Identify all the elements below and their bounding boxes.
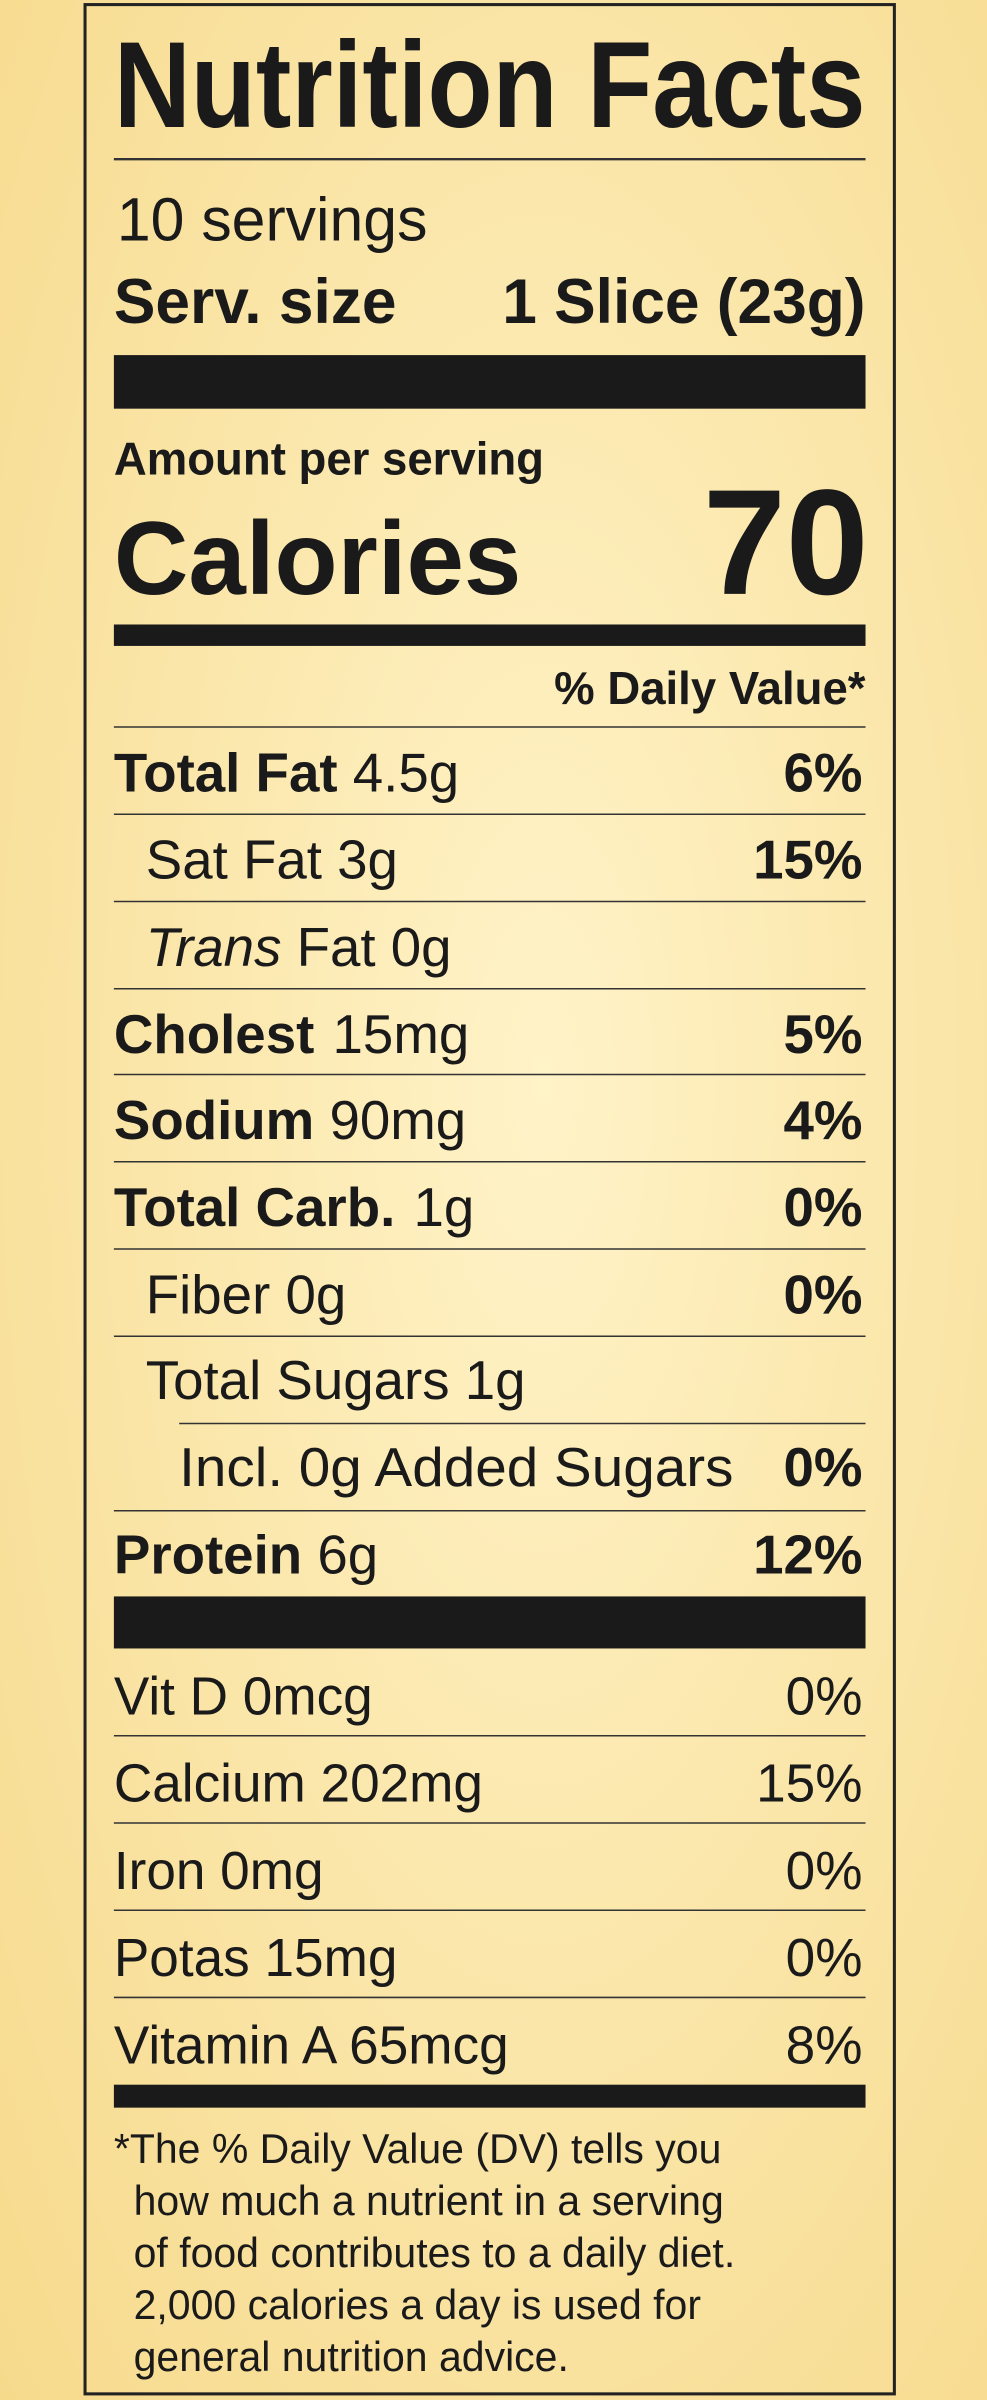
footnote-line: general nutrition advice. xyxy=(134,2334,569,2380)
vitamin-dv: 8% xyxy=(786,2016,863,2075)
medium-bar xyxy=(113,624,866,646)
serving-size-value: 1 Slice (23g) xyxy=(502,267,865,337)
nutrient-row: Sodium 90mg xyxy=(114,1089,466,1151)
vitamin-dv: 0% xyxy=(786,1842,863,1901)
vitamin-dv: 0% xyxy=(786,1667,863,1726)
nutrient-dv: 0% xyxy=(783,1176,862,1238)
nutrient-amount: 1g xyxy=(414,1176,475,1238)
nutrient-name: Fiber xyxy=(146,1263,271,1325)
footnote-line: of food contributes to a daily diet. xyxy=(134,2230,736,2276)
nutrient-name: Cholest xyxy=(114,1003,314,1065)
footnote: *The % Daily Value (DV) tells you how mu… xyxy=(114,2126,735,2380)
servings: 10 servings xyxy=(117,185,428,253)
nutrient-row: Sat Fat 3g xyxy=(146,828,398,890)
vitamin-dv: 15% xyxy=(756,1754,862,1813)
nutrient-amount: 1g xyxy=(465,1349,526,1411)
nutrient-dv: 6% xyxy=(783,741,862,803)
footnote-line: how much a nutrient in a serving xyxy=(134,2178,724,2224)
vitamin-label: Calcium 202mg xyxy=(114,1754,483,1813)
calories-label: Calories xyxy=(114,500,521,616)
nutrient-name: Total Sugars xyxy=(146,1349,450,1411)
footnote-line: 2,000 calories a day is used for xyxy=(134,2282,702,2328)
nutrient-name: Incl. 0g Added Sugars xyxy=(179,1436,733,1498)
nutrient-row: Cholest 15mg xyxy=(114,1003,469,1065)
medium-bar xyxy=(113,2084,866,2108)
nutrient-name: Sodium xyxy=(114,1089,314,1151)
nutrient-name: Trans xyxy=(146,916,282,978)
vitamin-label: Vit D 0mcg xyxy=(114,1667,373,1726)
nutrient-amount: 6g xyxy=(317,1523,378,1585)
vitamin-label: Iron 0mg xyxy=(114,1842,324,1901)
nutrient-dv: 12% xyxy=(753,1523,862,1585)
nutrient-row: Total Sugars 1g xyxy=(146,1349,526,1411)
nutrient-amount: 3g xyxy=(337,828,398,890)
nutrient-dv: 15% xyxy=(753,828,862,890)
nutrient-row: Total Fat 4.5g xyxy=(114,741,459,803)
nutrient-row: Trans Fat 0g xyxy=(146,916,452,978)
nutrient-dv: 0% xyxy=(783,1436,862,1498)
serving-size-label: Serv. size xyxy=(114,267,397,337)
nutrient-name: Total Fat xyxy=(114,741,338,803)
vitamin-dv: 0% xyxy=(786,1929,863,1988)
border xyxy=(83,3,896,2396)
vitamin-rows: Vit D 0mcg 0% Calcium 202mg 15% Iron 0mg… xyxy=(113,1667,866,2075)
amount-per-serving: Amount per serving xyxy=(114,433,544,484)
nutrient-dv: 5% xyxy=(783,1003,862,1065)
nutrient-row: Protein 6g xyxy=(114,1523,378,1585)
nutrient-row: Total Carb. 1g xyxy=(114,1176,474,1238)
daily-value-header: % Daily Value* xyxy=(554,663,866,714)
footnote-line: *The % Daily Value (DV) tells you xyxy=(114,2126,722,2172)
nutrient-row: Fiber 0g xyxy=(146,1263,347,1325)
nutrient-name: Total Carb. xyxy=(114,1176,395,1238)
nutrient-amount: 0g xyxy=(285,1263,346,1325)
vitamin-label: Potas 15mg xyxy=(114,1929,398,1988)
nutrient-amount: 15mg xyxy=(333,1003,470,1065)
calories-value: 70 xyxy=(703,458,869,626)
thick-bar xyxy=(113,1596,866,1649)
nutrient-amount: Fat 0g xyxy=(297,916,452,978)
vitamin-label: Vitamin A 65mcg xyxy=(114,2016,509,2075)
nutrient-amount: 90mg xyxy=(329,1089,466,1151)
nutrient-name: Protein xyxy=(114,1523,302,1585)
nutrient-name: Sat Fat xyxy=(146,828,322,890)
nutrient-dv: 4% xyxy=(783,1089,862,1151)
nutrient-dv: 0% xyxy=(783,1263,862,1325)
thick-bar xyxy=(113,355,866,409)
nutrient-amount: 4.5g xyxy=(353,741,459,803)
nutrient-rows: Total Fat 4.5g 6% Sat Fat 3g 15% Trans Fat … xyxy=(113,726,866,1586)
title: Nutrition Facts xyxy=(114,17,866,154)
